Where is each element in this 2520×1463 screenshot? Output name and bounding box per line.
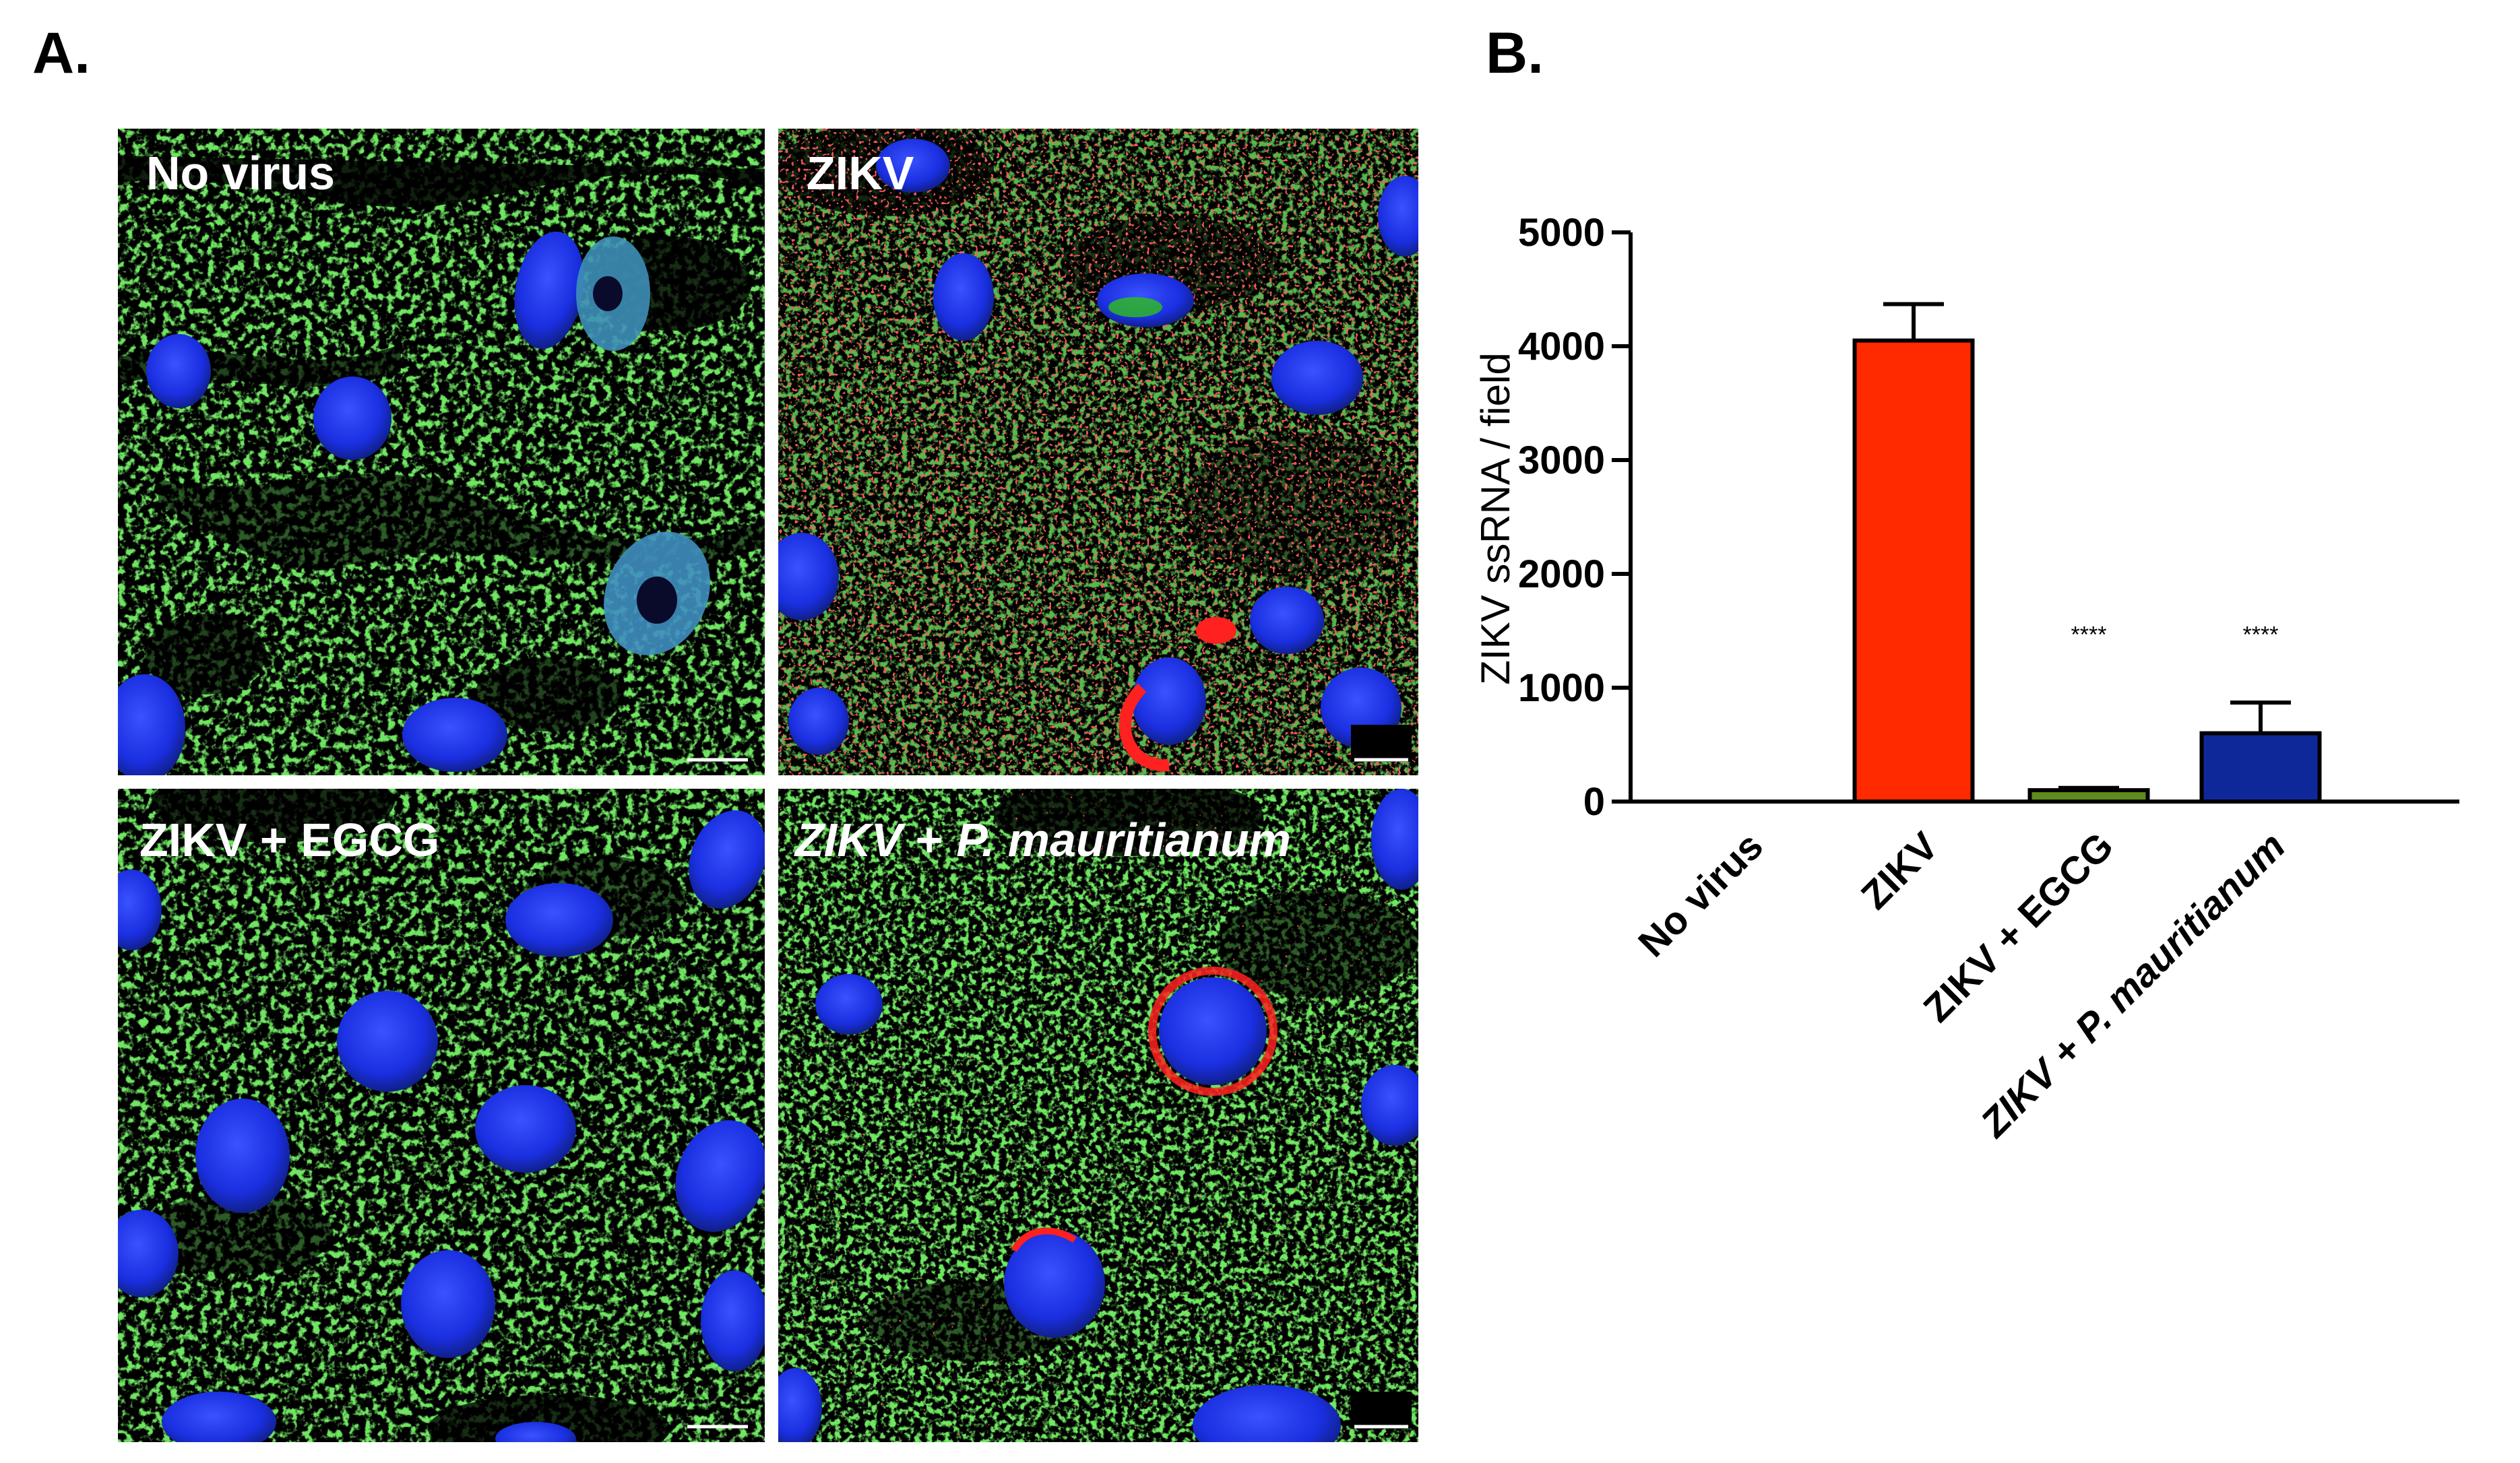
y-tick-label: 5000 [1518, 211, 1605, 255]
micrograph-zikv [778, 129, 1418, 775]
y-tick-label: 2000 [1518, 552, 1605, 596]
panel-b-label: B. [1486, 21, 1544, 86]
micrograph-label-zikv: ZIKV [807, 147, 914, 199]
y-tick-label: 0 [1583, 780, 1605, 824]
significance-marker: **** [2071, 622, 2107, 647]
panel-a-label: A. [32, 21, 90, 86]
x-tick-label: ZIKV + P. mauritianum [1972, 824, 2294, 1146]
micrograph-zikv-p-mauritianum [778, 789, 1418, 1442]
bar [2199, 731, 2322, 804]
bars: **** **** [1852, 302, 2322, 804]
chart-axes [1629, 232, 2459, 804]
y-tick-label: 1000 [1518, 666, 1605, 710]
micrograph-zikv-egcg [118, 789, 765, 1442]
micrograph-label-no-virus: No virus [146, 147, 335, 199]
x-tick-label: No virus [1630, 824, 1771, 965]
y-axis-label: ZIKV ssRNA / field [1473, 352, 1518, 684]
y-ticks: 0 1000 2000 3000 4000 5000 [1518, 211, 1631, 824]
micrograph-grid: No virus ZIKV ZIKV + EGCG ZIKV + P. maur… [118, 129, 1418, 1442]
bar [2027, 788, 2150, 804]
y-tick-label: 3000 [1518, 438, 1605, 482]
bar [1852, 338, 1975, 804]
y-tick-label: 4000 [1518, 325, 1605, 368]
x-tick-label: ZIKV [1853, 824, 1947, 918]
micrograph-label-zikv-egcg: ZIKV + EGCG [139, 814, 439, 866]
micrograph-label-zikv-p-mauritianum: ZIKV + P. mauritianum [794, 814, 1291, 866]
significance-marker: **** [2243, 622, 2279, 647]
bar-chart: 0 1000 2000 3000 4000 5000 **** **** No virus Z… [1473, 211, 2459, 1146]
micrograph-no-virus [118, 129, 765, 775]
